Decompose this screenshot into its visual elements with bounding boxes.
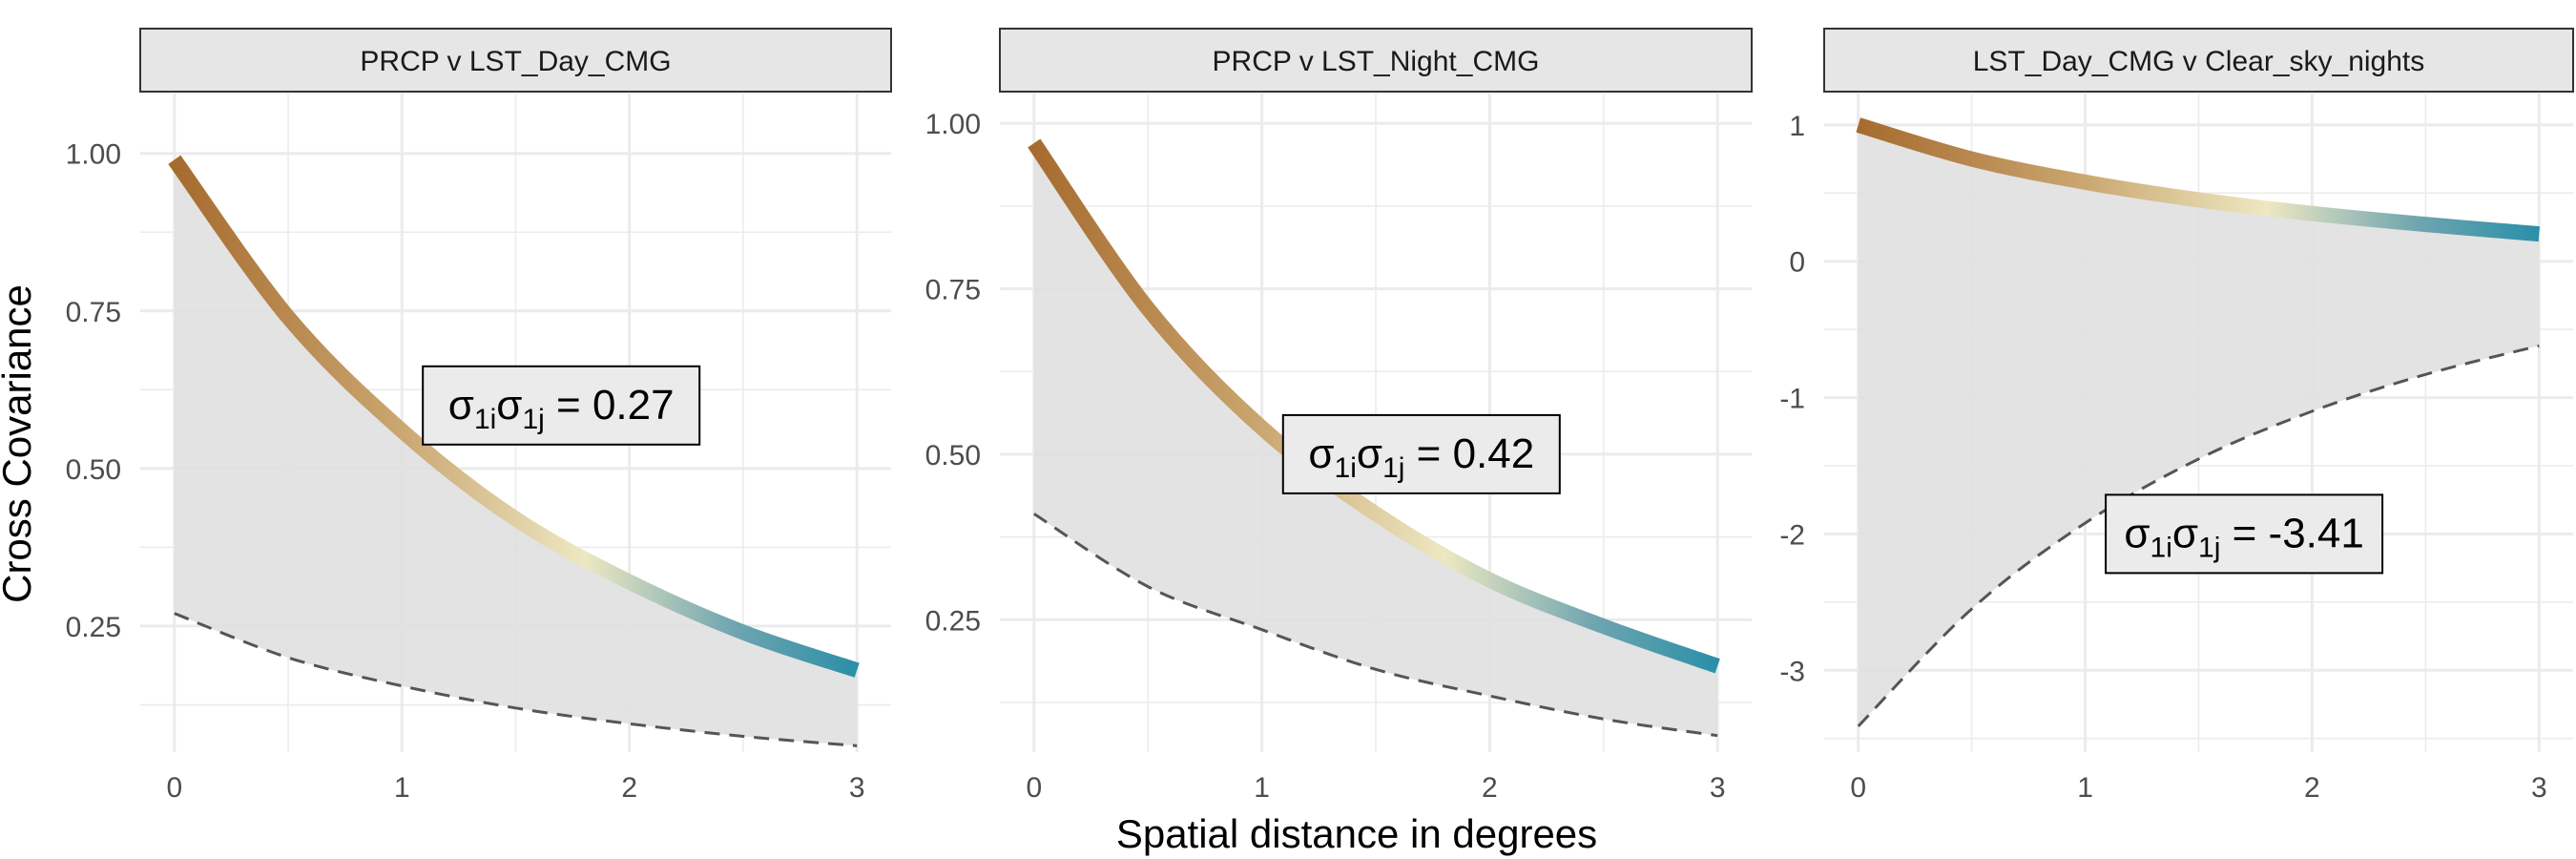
y-tick-label: 0.50 (66, 454, 121, 486)
y-tick-label: 0.75 (925, 275, 981, 306)
panel-2: PRCP v LST_Night_CMG 0 1 2 3 0.25 0.50 0.75 1.00… (925, 28, 1753, 804)
lower-bound-line (1032, 513, 1718, 738)
x-tick-label: 3 (2531, 772, 2547, 804)
x-tick-label: 3 (1710, 772, 1726, 804)
annotation-box (2105, 493, 2384, 575)
y-tick-label: 1.00 (925, 109, 981, 140)
confidence-ribbon (174, 159, 858, 746)
facet-strip (999, 28, 1753, 93)
annotation-label: σ1iσ1j = 0.27 (448, 382, 675, 435)
x-tick-label: 2 (621, 772, 637, 804)
y-tick-label: -3 (1779, 656, 1805, 687)
x-axis-title: Spatial distance in degrees (1116, 811, 1597, 856)
annotation-box (422, 365, 701, 446)
facet-title: PRCP v LST_Day_CMG (360, 46, 671, 77)
annotation-box (1281, 413, 1561, 494)
y-tick-label: 0 (1789, 247, 1805, 279)
covariance-curve (168, 155, 860, 678)
y-tick-label: 1.00 (66, 139, 121, 171)
lower-bound-line (174, 612, 858, 747)
y-tick-label: -2 (1779, 519, 1805, 551)
annotation-label: σ1iσ1j = 0.42 (1308, 430, 1534, 484)
confidence-ribbon (1033, 143, 1718, 736)
y-axis-title: Cross Covariance (0, 284, 39, 603)
y-tick-label: 0.75 (66, 297, 121, 328)
facet-title: PRCP v LST_Night_CMG (1213, 46, 1540, 77)
facet-strip (1823, 28, 2574, 93)
x-tick-label: 0 (166, 772, 182, 804)
covariance-curve (1856, 117, 2540, 242)
x-tick-label: 1 (1254, 772, 1270, 804)
x-tick-label: 2 (1482, 772, 1498, 804)
x-tick-label: 3 (849, 772, 865, 804)
x-tick-label: 1 (2077, 772, 2093, 804)
annotation-label: σ1iσ1j = -3.41 (2124, 510, 2363, 563)
y-tick-label: -1 (1779, 384, 1805, 415)
x-tick-label: 1 (394, 772, 410, 804)
facet-title: LST_Day_CMG v Clear_sky_nights (1973, 46, 2425, 77)
panel-1: PRCP v LST_Day_CMG 0 1 2 3 0.25 0.50 0.75 1.00 σ1… (66, 28, 892, 804)
y-tick-label: 0.25 (925, 605, 981, 637)
facet-strip (139, 28, 892, 93)
x-tick-label: 0 (1026, 772, 1042, 804)
y-tick-label: 0.50 (925, 440, 981, 471)
lower-bound-line (1857, 344, 2540, 727)
x-tick-label: 0 (1850, 772, 1866, 804)
confidence-ribbon (1858, 124, 2540, 726)
y-tick-label: 1 (1789, 111, 1805, 142)
x-tick-label: 2 (2304, 772, 2320, 804)
covariance-curve (1028, 138, 1720, 674)
panel-3: LST_Day_CMG v Clear_sky_nights 0 1 2 3 -3 -2 -1… (1779, 28, 2574, 804)
y-tick-label: 0.25 (66, 612, 121, 643)
